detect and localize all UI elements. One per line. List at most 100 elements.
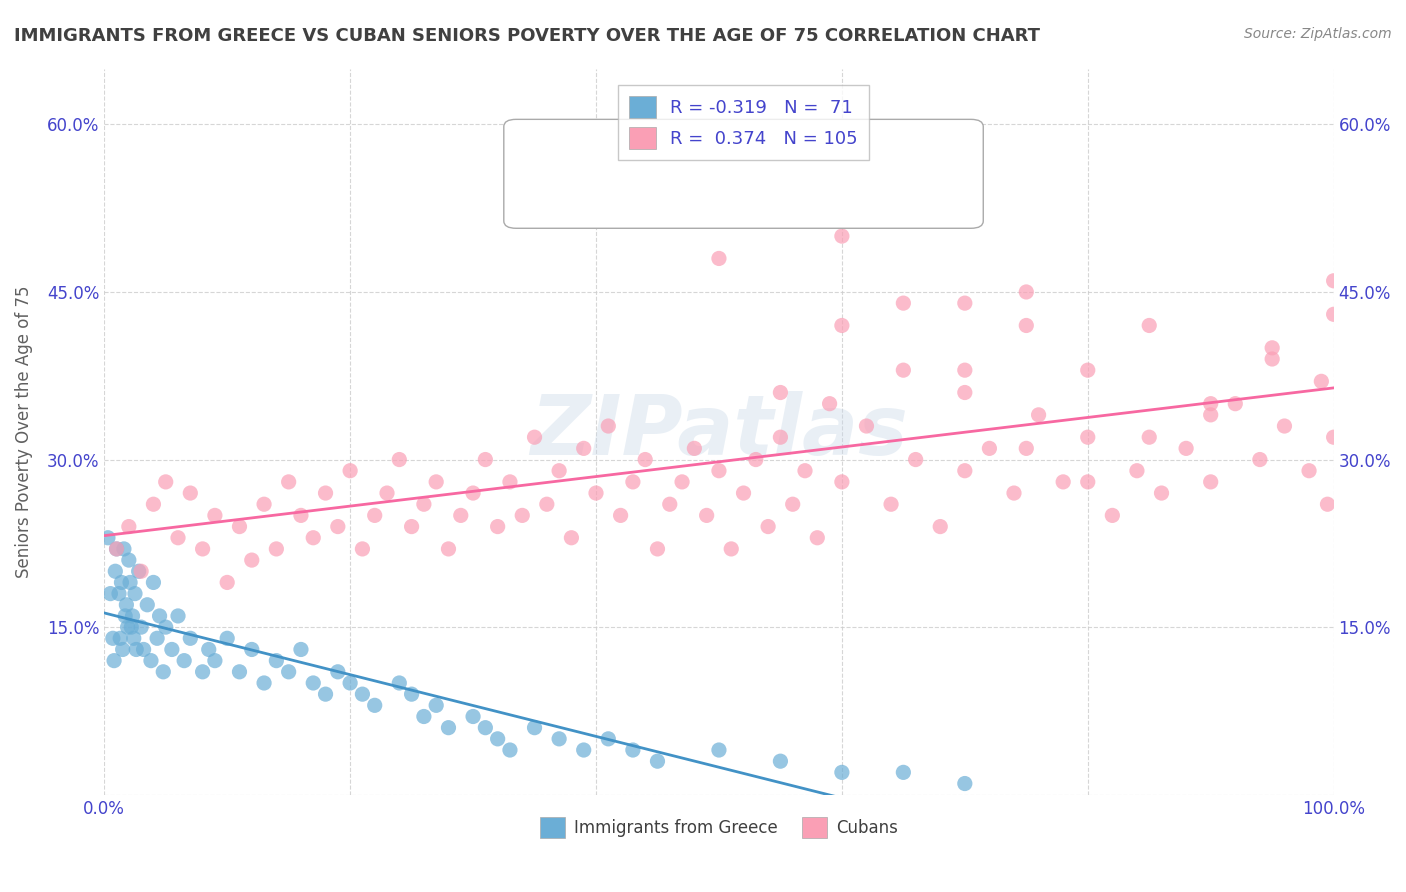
Point (179, 486, 201, 500)
Point (523, 721, 546, 735)
Point (1323, 274, 1346, 288)
Point (707, 743, 730, 757)
Point (953, 363, 976, 377)
Point (769, 430, 792, 444)
Point (326, 665, 349, 679)
Point (548, 464, 571, 478)
Point (112, 541, 135, 556)
Point (831, 475, 853, 489)
Point (831, 765, 853, 780)
Point (191, 665, 214, 679)
Point (794, 464, 817, 478)
Point (115, 598, 138, 612)
Point (1199, 397, 1222, 411)
Point (953, 296, 976, 310)
Point (118, 553, 141, 567)
Point (855, 419, 877, 434)
Point (929, 519, 952, 533)
Point (128, 564, 150, 578)
Text: ZIPatlas: ZIPatlas (530, 391, 908, 472)
Point (217, 632, 239, 646)
Point (1137, 430, 1160, 444)
Point (266, 654, 288, 668)
Point (142, 497, 165, 511)
Point (953, 776, 976, 790)
Point (1002, 486, 1025, 500)
Point (1199, 408, 1222, 422)
Point (339, 676, 361, 690)
Point (101, 632, 124, 646)
Point (1175, 442, 1198, 456)
Point (1261, 341, 1284, 355)
Point (953, 385, 976, 400)
Point (572, 442, 595, 456)
Point (585, 486, 607, 500)
Point (129, 564, 152, 578)
Point (121, 609, 143, 624)
Point (720, 541, 742, 556)
Point (103, 654, 125, 668)
Point (1126, 464, 1149, 478)
Point (486, 731, 509, 746)
Point (100, 586, 122, 600)
Point (831, 318, 853, 333)
Point (437, 721, 460, 735)
Point (105, 541, 128, 556)
Point (621, 743, 644, 757)
Point (136, 598, 159, 612)
Point (1225, 397, 1247, 411)
Point (769, 385, 792, 400)
Text: Source: ZipAtlas.com: Source: ZipAtlas.com (1244, 27, 1392, 41)
Point (352, 687, 374, 701)
Point (1199, 475, 1222, 489)
Point (388, 452, 411, 467)
Point (129, 620, 152, 634)
Point (891, 363, 914, 377)
Y-axis label: Seniors Poverty Over the Age of 75: Seniors Poverty Over the Age of 75 (15, 285, 32, 578)
Point (1249, 452, 1271, 467)
Text: IMMIGRANTS FROM GREECE VS CUBAN SENIORS POVERTY OVER THE AGE OF 75 CORRELATION C: IMMIGRANTS FROM GREECE VS CUBAN SENIORS … (14, 27, 1040, 45)
Point (486, 519, 509, 533)
FancyBboxPatch shape (503, 120, 983, 228)
Point (572, 743, 595, 757)
Point (191, 541, 214, 556)
Point (450, 508, 472, 523)
Point (179, 632, 201, 646)
Point (108, 586, 131, 600)
Point (364, 508, 387, 523)
Point (891, 765, 914, 780)
Point (277, 475, 299, 489)
Point (598, 731, 620, 746)
Point (228, 665, 250, 679)
Point (1015, 442, 1038, 456)
Point (1077, 430, 1099, 444)
Point (1077, 363, 1099, 377)
Point (155, 475, 177, 489)
Point (425, 475, 447, 489)
Point (891, 296, 914, 310)
Point (683, 442, 706, 456)
Point (352, 541, 374, 556)
Point (1274, 419, 1296, 434)
Point (499, 743, 522, 757)
Point (326, 519, 349, 533)
Point (364, 698, 387, 713)
Point (125, 642, 148, 657)
Point (302, 531, 325, 545)
Point (1298, 464, 1320, 478)
Point (315, 486, 337, 500)
Point (104, 564, 127, 578)
Point (904, 452, 927, 467)
Point (671, 475, 693, 489)
Point (953, 464, 976, 478)
Point (302, 676, 325, 690)
Point (510, 508, 533, 523)
Point (122, 632, 145, 646)
Point (412, 709, 434, 723)
Point (474, 452, 496, 467)
Point (228, 519, 250, 533)
Point (315, 687, 337, 701)
Point (548, 731, 571, 746)
Point (425, 698, 447, 713)
Point (167, 531, 190, 545)
